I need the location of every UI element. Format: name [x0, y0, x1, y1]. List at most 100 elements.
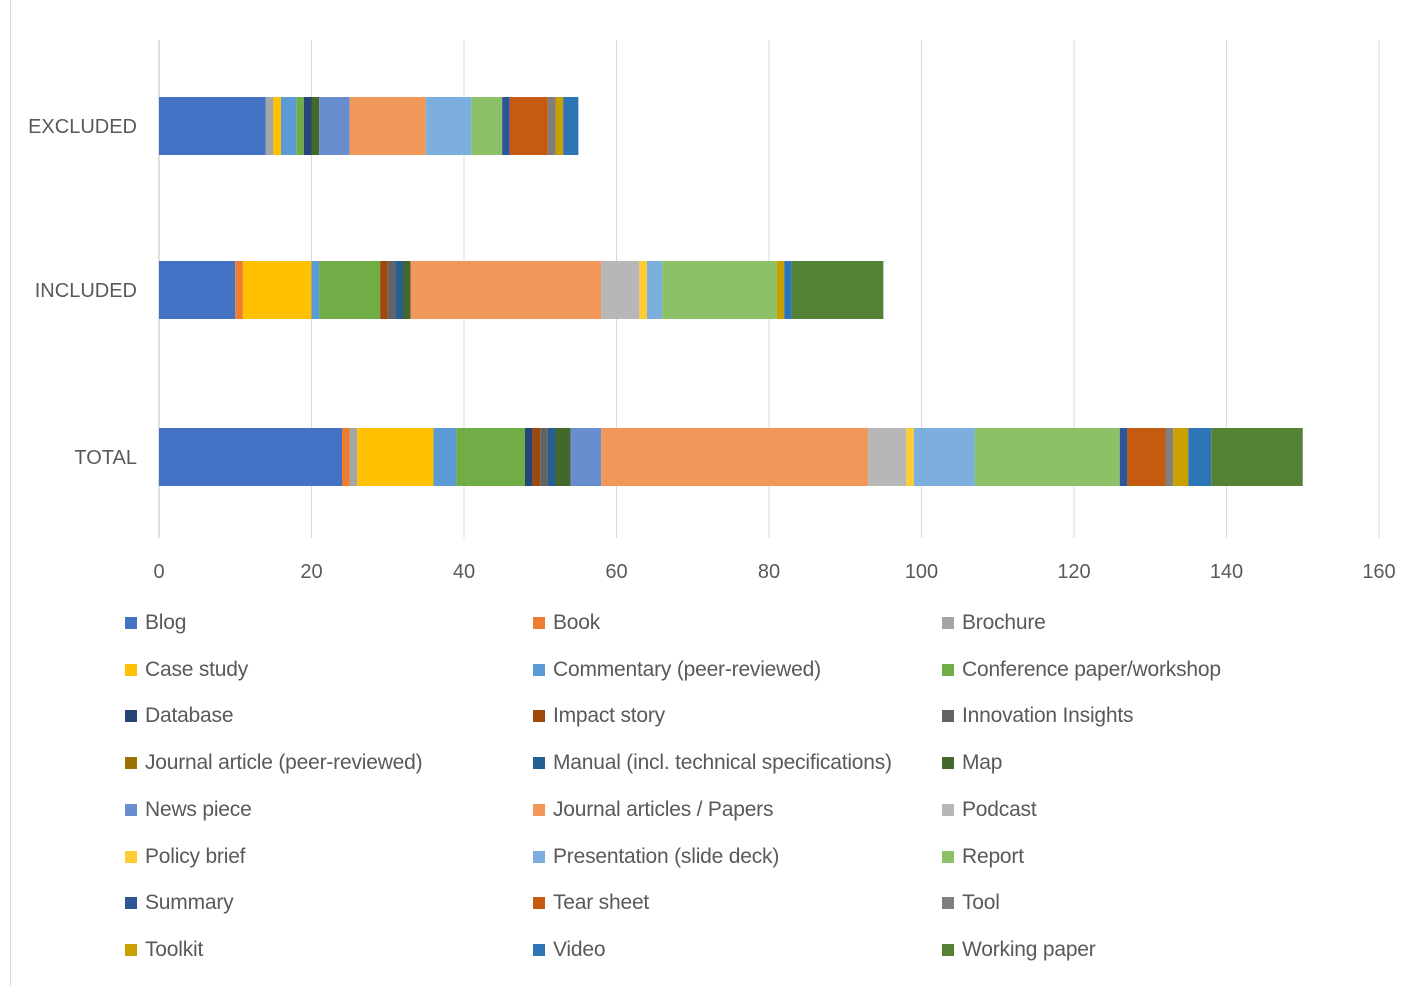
legend-swatch — [533, 803, 545, 816]
bar-segment — [1119, 428, 1128, 486]
legend-swatch — [125, 710, 137, 723]
legend-swatch — [942, 850, 954, 863]
bar-segment — [906, 428, 914, 486]
bar-segment — [1188, 428, 1212, 486]
legend-label: Conference paper/workshop — [962, 657, 1221, 681]
legend-item: Policy brief — [125, 845, 246, 869]
bar-segment — [471, 97, 503, 155]
bar-segment — [159, 428, 342, 486]
legend-item: Innovation Insights — [942, 704, 1134, 728]
legend-item: Toolkit — [125, 938, 203, 962]
legend-label: Manual (incl. technical specifications) — [553, 751, 892, 775]
legend-swatch — [125, 757, 137, 770]
bar-segment — [349, 97, 426, 155]
legend-item: Summary — [125, 891, 234, 915]
bar-segment — [1211, 428, 1303, 486]
legend-label: Tear sheet — [553, 891, 650, 915]
bar-segment — [868, 428, 907, 486]
legend-swatch — [125, 617, 137, 629]
bar-segment — [570, 428, 602, 486]
legend-item: Commentary (peer-reviewed) — [533, 658, 821, 682]
bar-segment — [1173, 428, 1189, 486]
legend-item: Blog — [125, 611, 186, 635]
legend-item: Impact story — [533, 704, 665, 728]
bar-segment — [425, 97, 472, 155]
bar-segment — [601, 261, 640, 319]
legend-swatch — [125, 943, 137, 956]
bar-segment — [303, 97, 312, 155]
legend-item: Database — [125, 704, 233, 728]
legend-label: Case study — [145, 657, 249, 681]
value-axis-labels: 0 20 40 60 80 100 120 140 160 — [153, 561, 1395, 583]
legend-item: Brochure — [942, 611, 1046, 635]
bar-segment — [563, 97, 579, 155]
bar-segment — [784, 261, 792, 319]
legend-swatch — [533, 943, 545, 956]
legend-label: Impact story — [553, 704, 665, 728]
bar-segment — [974, 428, 1120, 486]
legend-swatch — [533, 897, 545, 910]
legend-label: Map — [962, 751, 1003, 775]
bar-segment — [357, 428, 434, 486]
legend-swatch — [942, 663, 954, 676]
bar-segment — [311, 261, 320, 319]
legend-item: Tool — [942, 891, 1000, 915]
bar-segment — [532, 428, 541, 486]
x-tick-label: 160 — [1362, 561, 1395, 583]
legend-item: Video — [533, 937, 606, 962]
legend-item: News piece — [125, 798, 252, 822]
bar-segment — [647, 261, 663, 319]
x-tick-label: 20 — [300, 561, 322, 583]
legend-item: Conference paper/workshop — [942, 658, 1221, 682]
legend-item: Manual (incl. technical specifications) — [533, 751, 892, 775]
legend-label: Commentary (peer-reviewed) — [553, 657, 821, 681]
bar-segment — [387, 261, 396, 319]
bar-segment — [159, 261, 236, 319]
bar-segment — [380, 261, 388, 319]
legend-swatch — [533, 757, 545, 770]
bar-segment — [281, 97, 297, 155]
legend-item: Working paper — [942, 938, 1096, 962]
legend-item: Presentation (slide deck) — [533, 845, 779, 869]
legend-swatch — [125, 897, 137, 910]
legend-item: Report — [942, 845, 1024, 869]
bar-segment — [555, 428, 571, 486]
legend-swatch — [942, 710, 954, 723]
legend-label: Working paper — [962, 937, 1096, 961]
bar-segment — [456, 428, 525, 486]
bar-segment — [540, 428, 548, 486]
legend-swatch — [942, 757, 954, 770]
x-tick-label: 120 — [1057, 561, 1090, 583]
legend-label: Journal article (peer-reviewed) — [145, 751, 423, 775]
legend-swatch — [125, 803, 137, 816]
bar-segment — [349, 428, 358, 486]
bar-segment — [433, 428, 457, 486]
legend-swatch — [533, 663, 545, 676]
chart-area: EXCLUDED INCLUDED TOTAL 0 20 40 60 80 100 120 140… — [10, 0, 1411, 986]
bar-segment — [913, 428, 975, 486]
bar-segment — [776, 261, 785, 319]
legend-item: Case study — [125, 658, 248, 682]
bar-segment — [662, 261, 777, 319]
bar-segment — [296, 97, 304, 155]
legend-item: Map — [942, 751, 1002, 775]
legend-swatch — [125, 663, 137, 676]
bar-segment — [319, 261, 381, 319]
bar-segment — [265, 97, 274, 155]
bar-segment — [1127, 428, 1166, 486]
bar-segment — [242, 261, 312, 319]
legend-swatch — [125, 850, 137, 863]
bar-segment — [525, 428, 533, 486]
bar-segment — [342, 428, 350, 486]
legend-label: Innovation Insights — [962, 704, 1134, 728]
bar-segment — [547, 428, 556, 486]
legend-item: Podcast — [942, 798, 1037, 822]
category-label: TOTAL — [74, 447, 137, 469]
bar-segment — [319, 97, 350, 155]
legend-label: Video — [553, 937, 606, 961]
x-tick-label: 80 — [758, 561, 780, 583]
x-tick-label: 40 — [453, 561, 475, 583]
bar-segment — [403, 261, 411, 319]
x-tick-label: 140 — [1210, 561, 1243, 583]
bar-segment — [395, 261, 403, 319]
